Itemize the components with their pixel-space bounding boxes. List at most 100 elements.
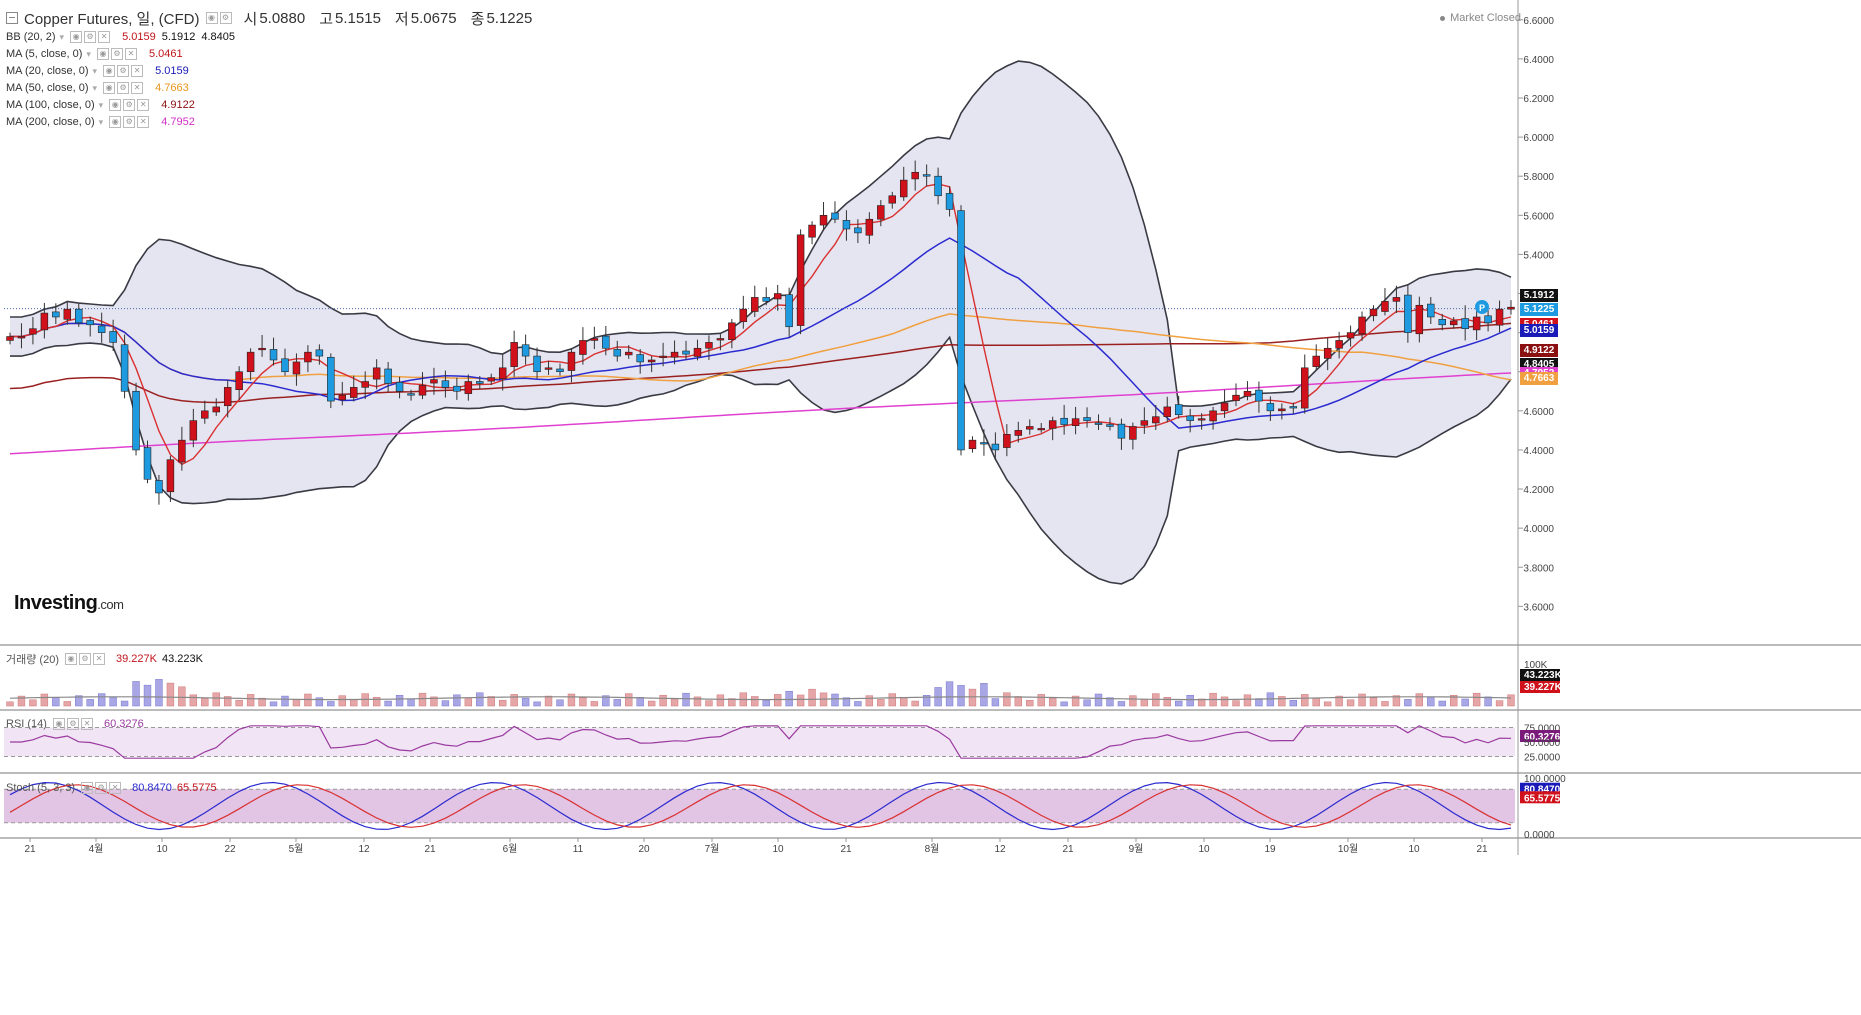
dropdown-caret-icon[interactable]: ▾ — [59, 31, 65, 42]
eye-icon[interactable]: ◉ — [52, 718, 65, 730]
indicator-row[interactable]: MA (50, close, 0) ▾ ◉ ⚙ ✕ 4.7663 — [6, 80, 189, 96]
volume-bar — [533, 701, 541, 707]
volume-bar — [1106, 697, 1114, 707]
close-icon[interactable]: ✕ — [124, 48, 137, 60]
indicator-row[interactable]: MA (200, close, 0) ▾ ◉ ⚙ ✕ 4.7952 — [6, 114, 195, 130]
close-icon[interactable]: ✕ — [137, 99, 150, 111]
volume-bar — [521, 697, 530, 707]
candle-up — [865, 218, 874, 236]
close-icon[interactable]: ✕ — [98, 31, 111, 43]
volume-bar — [235, 699, 243, 707]
rsi-controls: ◉ ⚙ ✕ — [52, 718, 93, 730]
eye-icon[interactable]: ◉ — [109, 116, 122, 128]
settings-icon[interactable]: ⚙ — [117, 82, 130, 94]
y-tick-label: 3.8000 — [1523, 563, 1554, 574]
dropdown-caret-icon[interactable]: ▾ — [98, 116, 104, 127]
indicator-controls: ◉ ⚙ ✕ — [109, 116, 150, 128]
volume-bar — [212, 692, 220, 707]
settings-icon[interactable]: ⚙ — [95, 782, 108, 794]
volume-bar — [63, 701, 71, 707]
header-controls: ◉ ⚙ — [205, 12, 232, 24]
status-dot-icon — [1440, 15, 1446, 21]
candle-up — [1197, 418, 1206, 421]
volume-bar — [556, 699, 564, 707]
indicator-row[interactable]: MA (100, close, 0) ▾ ◉ ⚙ ✕ 4.9122 — [6, 97, 195, 113]
indicator-name: MA (200, close, 0) — [6, 116, 95, 128]
indicator-name: MA (5, close, 0) — [6, 48, 83, 60]
close-icon[interactable]: ✕ — [80, 718, 93, 730]
volume-bar — [1037, 694, 1045, 707]
volume-bar — [499, 699, 507, 707]
candle-up — [1026, 426, 1034, 430]
x-tick-label: 6월 — [503, 843, 518, 855]
volume-bar — [487, 696, 495, 707]
symbol-title[interactable]: Copper Futures, 일, (CFD) — [24, 10, 200, 28]
volume-bar — [590, 701, 599, 707]
dropdown-caret-icon[interactable]: ▾ — [92, 65, 98, 76]
volume-bar — [395, 694, 404, 707]
dropdown-caret-icon[interactable]: ▾ — [92, 82, 98, 93]
volume-controls: ◉ ⚙ ✕ — [64, 653, 105, 665]
indicator-row[interactable]: MA (20, close, 0) ▾ ◉ ⚙ ✕ 5.0159 — [6, 63, 189, 79]
settings-icon[interactable]: ⚙ — [66, 718, 79, 730]
volume-bar — [430, 696, 438, 707]
candle-up — [1220, 402, 1229, 412]
eye-icon[interactable]: ◉ — [81, 782, 94, 794]
candle-down — [556, 368, 564, 373]
indicator-row[interactable]: MA (5, close, 0) ▾ ◉ ⚙ ✕ 5.0461 — [6, 46, 183, 62]
x-tick-label: 9월 — [1129, 843, 1144, 855]
candle-up — [189, 420, 198, 441]
settings-icon[interactable]: ⚙ — [123, 99, 136, 111]
candle-down — [636, 354, 644, 363]
settings-icon[interactable]: ⚙ — [123, 116, 136, 128]
volume-legend[interactable]: 거래량 (20) ◉ ⚙ ✕ 39.227K 43.223K — [6, 652, 203, 666]
settings-icon[interactable]: ⚙ — [219, 12, 232, 24]
volume-ma-line — [9, 696, 1512, 701]
eye-icon[interactable]: ◉ — [103, 65, 116, 77]
market-status: Market Closed — [1440, 12, 1521, 24]
volume-bar — [670, 698, 679, 707]
settings-icon[interactable]: ⚙ — [117, 65, 130, 77]
close-icon[interactable]: ✕ — [109, 782, 122, 794]
volume-bar — [1404, 699, 1412, 707]
indicator-row[interactable]: BB (20, 2) ▾ ◉ ⚙ ✕ 5.0159 5.1912 4.8405 — [6, 29, 235, 45]
dropdown-caret-icon[interactable]: ▾ — [86, 48, 91, 59]
rsi-legend-name: RSI (14) — [6, 718, 47, 730]
indicator-value: 5.0159 — [122, 31, 156, 43]
volume-bar — [1312, 697, 1320, 707]
settings-icon[interactable]: ⚙ — [110, 48, 123, 60]
eye-icon[interactable]: ◉ — [64, 653, 77, 665]
candle-down — [1186, 415, 1194, 421]
candle-up — [292, 361, 301, 375]
volume-bar — [29, 699, 37, 707]
collapse-icon[interactable] — [6, 12, 18, 24]
eye-icon[interactable]: ◉ — [109, 99, 122, 111]
ma100-line — [9, 322, 1512, 404]
candle-down — [269, 349, 278, 361]
close-icon[interactable]: ✕ — [131, 82, 144, 94]
eye-icon[interactable]: ◉ — [96, 48, 109, 60]
volume-bar — [968, 688, 977, 707]
stoch-legend[interactable]: Stoch (5, 3, 3) ◉ ⚙ ✕ 80.8470 65.5775 — [6, 781, 217, 795]
eye-icon[interactable]: ◉ — [205, 12, 218, 24]
candle-down — [521, 344, 530, 357]
close-icon[interactable]: ✕ — [92, 653, 105, 665]
close-icon[interactable]: ✕ — [137, 116, 150, 128]
volume-legend-name: 거래량 (20) — [6, 654, 59, 666]
ma200-line — [9, 372, 1512, 455]
dropdown-caret-icon[interactable]: ▾ — [98, 99, 104, 110]
rsi-tick-label: 25.0000 — [1524, 753, 1561, 764]
eye-icon[interactable]: ◉ — [70, 31, 83, 43]
volume-bar — [510, 694, 518, 707]
close-icon[interactable]: ✕ — [131, 65, 144, 77]
high-value: 5.1515 — [335, 9, 381, 27]
volume-bar — [785, 690, 793, 707]
rsi-legend[interactable]: RSI (14) ◉ ⚙ ✕ 60.3276 — [6, 717, 144, 731]
eye-icon[interactable]: ◉ — [103, 82, 116, 94]
settings-icon[interactable]: ⚙ — [78, 653, 91, 665]
settings-icon[interactable]: ⚙ — [84, 31, 97, 43]
volume-bar — [1369, 697, 1378, 707]
candle-up — [544, 367, 553, 370]
volume-bar — [865, 695, 874, 707]
